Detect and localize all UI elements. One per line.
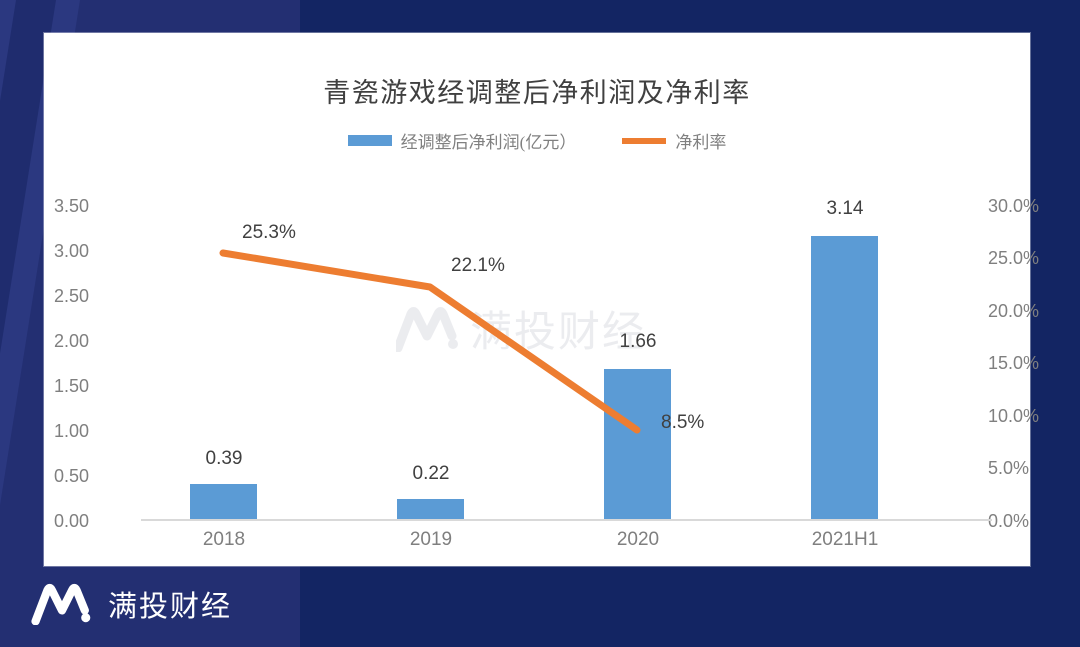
- y-axis-left-tick-mark: [141, 519, 148, 521]
- footer-brand-name: 满投财经: [108, 591, 233, 623]
- line-label-2019: 22.1%: [451, 255, 505, 276]
- y-axis-right-tick-1: 5.0%: [988, 458, 1030, 478]
- x-axis-baseline: [147, 519, 985, 521]
- bar-label-2018: 0.39: [205, 448, 243, 469]
- legend-label-profit: 经调整后净利润(亿元）: [400, 133, 577, 152]
- y-axis-left-tick-4: 2.00: [53, 331, 89, 351]
- bar-2020[interactable]: [604, 369, 671, 519]
- y-axis-right-tick-mark: [985, 519, 992, 521]
- x-axis-category-2021h1: 2021H1: [811, 529, 879, 550]
- bar-2019[interactable]: [397, 499, 464, 519]
- y-axis-right-tick-2: 10.0%: [988, 406, 1040, 426]
- y-axis-right-tick-3: 15.0%: [988, 353, 1040, 373]
- y-axis-right-tick-0: 0.0%: [988, 511, 1030, 531]
- bar-label-2019: 0.22: [412, 463, 450, 484]
- line-label-2018: 25.3%: [242, 222, 296, 243]
- bar-2021h1[interactable]: [811, 236, 878, 519]
- y-axis-left-tick-1: 0.50: [53, 466, 89, 486]
- legend-item-profit[interactable]: 经调整后净利润(亿元）: [347, 128, 577, 153]
- y-axis-right-tick-5: 25.0%: [988, 248, 1040, 268]
- y-axis-left-tick-2: 1.00: [53, 421, 89, 441]
- x-axis-category-2018: 2018: [202, 529, 246, 550]
- bar-label-2020: 1.66: [619, 331, 657, 352]
- legend-swatch-bar-icon: [347, 135, 392, 146]
- bar-label-2021h1: 3.14: [826, 198, 864, 219]
- line-label-2020: 8.5%: [661, 412, 705, 433]
- mountain-m-logo-icon: [31, 584, 91, 625]
- x-axis-category-2019: 2019: [409, 529, 453, 550]
- bar-2018[interactable]: [190, 484, 257, 519]
- plot-area: 0.00 0.50 1.00 1.50 2.00 2.50 3.00 3.50 …: [44, 33, 1039, 566]
- legend-swatch-line-icon: [622, 137, 667, 144]
- y-axis-left-tick-6: 3.00: [53, 241, 89, 261]
- chart-legend: 经调整后净利润(亿元） 净利率: [44, 128, 1030, 153]
- y-axis-left-tick-5: 2.50: [53, 286, 89, 306]
- legend-label-margin: 净利率: [675, 133, 727, 152]
- y-axis-left-tick-7: 3.50: [53, 196, 89, 216]
- y-axis-right-tick-6: 30.0%: [988, 196, 1040, 216]
- net-margin-line-series: [219, 249, 641, 434]
- chart-card: 青瓷游戏经调整后净利润及净利率 经调整后净利润(亿元） 净利率 满投财经 0.0…: [44, 33, 1039, 566]
- chart-title: 青瓷游戏经调整后净利润及净利率: [323, 78, 751, 108]
- y-axis-right-tick-4: 20.0%: [988, 301, 1040, 321]
- legend-item-margin[interactable]: 净利率: [622, 128, 726, 153]
- y-axis-left-tick-0: 0.00: [53, 511, 89, 531]
- footer-brand-logo: 满投财经: [30, 583, 232, 625]
- y-axis-left-tick-3: 1.50: [53, 376, 89, 396]
- x-axis-category-2020: 2020: [616, 529, 660, 550]
